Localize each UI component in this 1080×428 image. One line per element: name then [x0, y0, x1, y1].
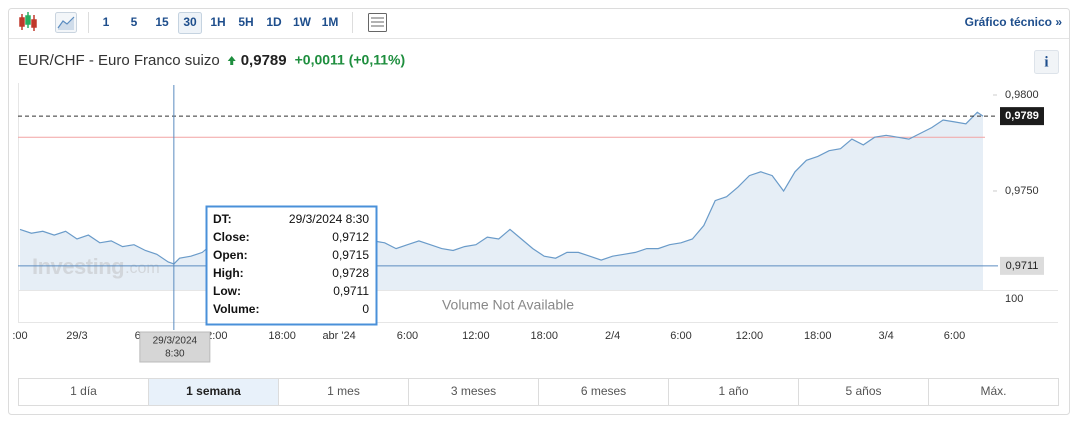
price-line: [19, 111, 984, 265]
tooltip-value: 29/3/2024 8:30: [289, 212, 369, 226]
tooltip-value: 0: [362, 302, 369, 316]
current-price-tag: [1000, 107, 1044, 126]
range-label[interactable]: 1 año: [718, 384, 748, 398]
range-label[interactable]: 3 meses: [451, 384, 496, 398]
x-tick-label: 12:00: [736, 330, 764, 342]
x-tick-label: 6:00: [670, 330, 691, 342]
interval-button[interactable]: 5H: [238, 15, 253, 29]
tooltip-key: DT:: [213, 212, 232, 226]
tooltip-key: Volume:: [213, 302, 259, 316]
interval-button[interactable]: 1M: [322, 15, 339, 29]
info-button[interactable]: [1034, 50, 1059, 74]
range-label[interactable]: 1 mes: [327, 384, 360, 398]
range-button[interactable]: [278, 378, 409, 406]
range-label[interactable]: Máx.: [980, 384, 1006, 398]
range-button[interactable]: [148, 378, 279, 406]
tooltip-key: Low:: [213, 284, 241, 298]
table-icon[interactable]: [368, 13, 387, 32]
price-change: +0,0011 (+0,11%): [295, 52, 406, 68]
tooltip: [205, 205, 378, 326]
x-tick-label: :00: [12, 330, 27, 342]
info-icon[interactable]: i: [1044, 54, 1048, 70]
watermark: .com: [125, 260, 160, 277]
y-tick-label: 0,9800: [1005, 89, 1039, 101]
tooltip-key: Open:: [213, 248, 248, 262]
x-tick-label: 2/4: [605, 330, 620, 342]
range-button[interactable]: [538, 378, 669, 406]
chart-area: Investing .com0,98000,97500,97890,9711:00…: [12, 83, 1058, 363]
candle-icon[interactable]: [19, 12, 37, 31]
up-arrow-icon: [227, 56, 236, 65]
range-button[interactable]: [668, 378, 799, 406]
x-tick-label: 6:00: [944, 330, 965, 342]
range-label[interactable]: 1 día: [70, 384, 97, 398]
x-tick-label: 6:00: [397, 330, 418, 342]
x-tick-label: 12:00: [462, 330, 490, 342]
interval-button[interactable]: 5: [131, 15, 138, 29]
range-button[interactable]: [18, 378, 149, 406]
tooltip-value: 0,9728: [332, 266, 369, 280]
range-label[interactable]: 5 años: [845, 384, 881, 398]
range-button[interactable]: [928, 378, 1059, 406]
area-icon[interactable]: [55, 12, 77, 33]
tooltip-key: High:: [213, 266, 244, 280]
interval-button[interactable]: 1W: [293, 15, 312, 29]
current-price-label: 0,9789: [1005, 110, 1039, 122]
tooltip-value: 0,9711: [333, 284, 369, 298]
interval-button[interactable]: 30: [183, 15, 197, 29]
instrument-name: EUR/CHF - Euro Franco suizo: [18, 52, 220, 69]
volume-note: Volume Not Available: [442, 297, 574, 313]
crosshair-y-label: 0,9711: [1006, 260, 1039, 272]
x-tick-label: 18:00: [530, 330, 558, 342]
interval-button[interactable]: 1D: [266, 15, 282, 29]
x-tick-label: 3/4: [878, 330, 893, 342]
tooltip-key: Close:: [213, 230, 250, 244]
range-label[interactable]: 1 semana: [186, 384, 241, 398]
tooltip-value: 0,9715: [332, 248, 369, 262]
x-tick-label: 18:00: [804, 330, 832, 342]
crosshair-x-tag: [139, 331, 211, 363]
tooltip-value: 0,9712: [332, 230, 369, 244]
volume-tick-label: 100: [1005, 293, 1023, 305]
technical-chart-link[interactable]: Gráfico técnico »: [965, 15, 1063, 29]
interval-selected[interactable]: [178, 12, 202, 34]
crosshair-y-tag: [1000, 256, 1044, 275]
x-tick-label: abr '24: [322, 330, 355, 342]
last-price: 0,9789: [241, 52, 287, 69]
range-button[interactable]: [408, 378, 539, 406]
interval-button[interactable]: 1H: [210, 15, 225, 29]
interval-button[interactable]: 1: [103, 15, 110, 29]
crosshair-x-label: 8:30: [165, 349, 185, 360]
x-tick-label: 18:00: [268, 330, 296, 342]
y-tick-label: 0,9750: [1005, 185, 1039, 197]
interval-button[interactable]: 15: [155, 15, 169, 29]
x-tick-label: 29/3: [66, 330, 87, 342]
range-label[interactable]: 6 meses: [581, 384, 626, 398]
crosshair-x-label: 29/3/2024: [153, 336, 198, 347]
